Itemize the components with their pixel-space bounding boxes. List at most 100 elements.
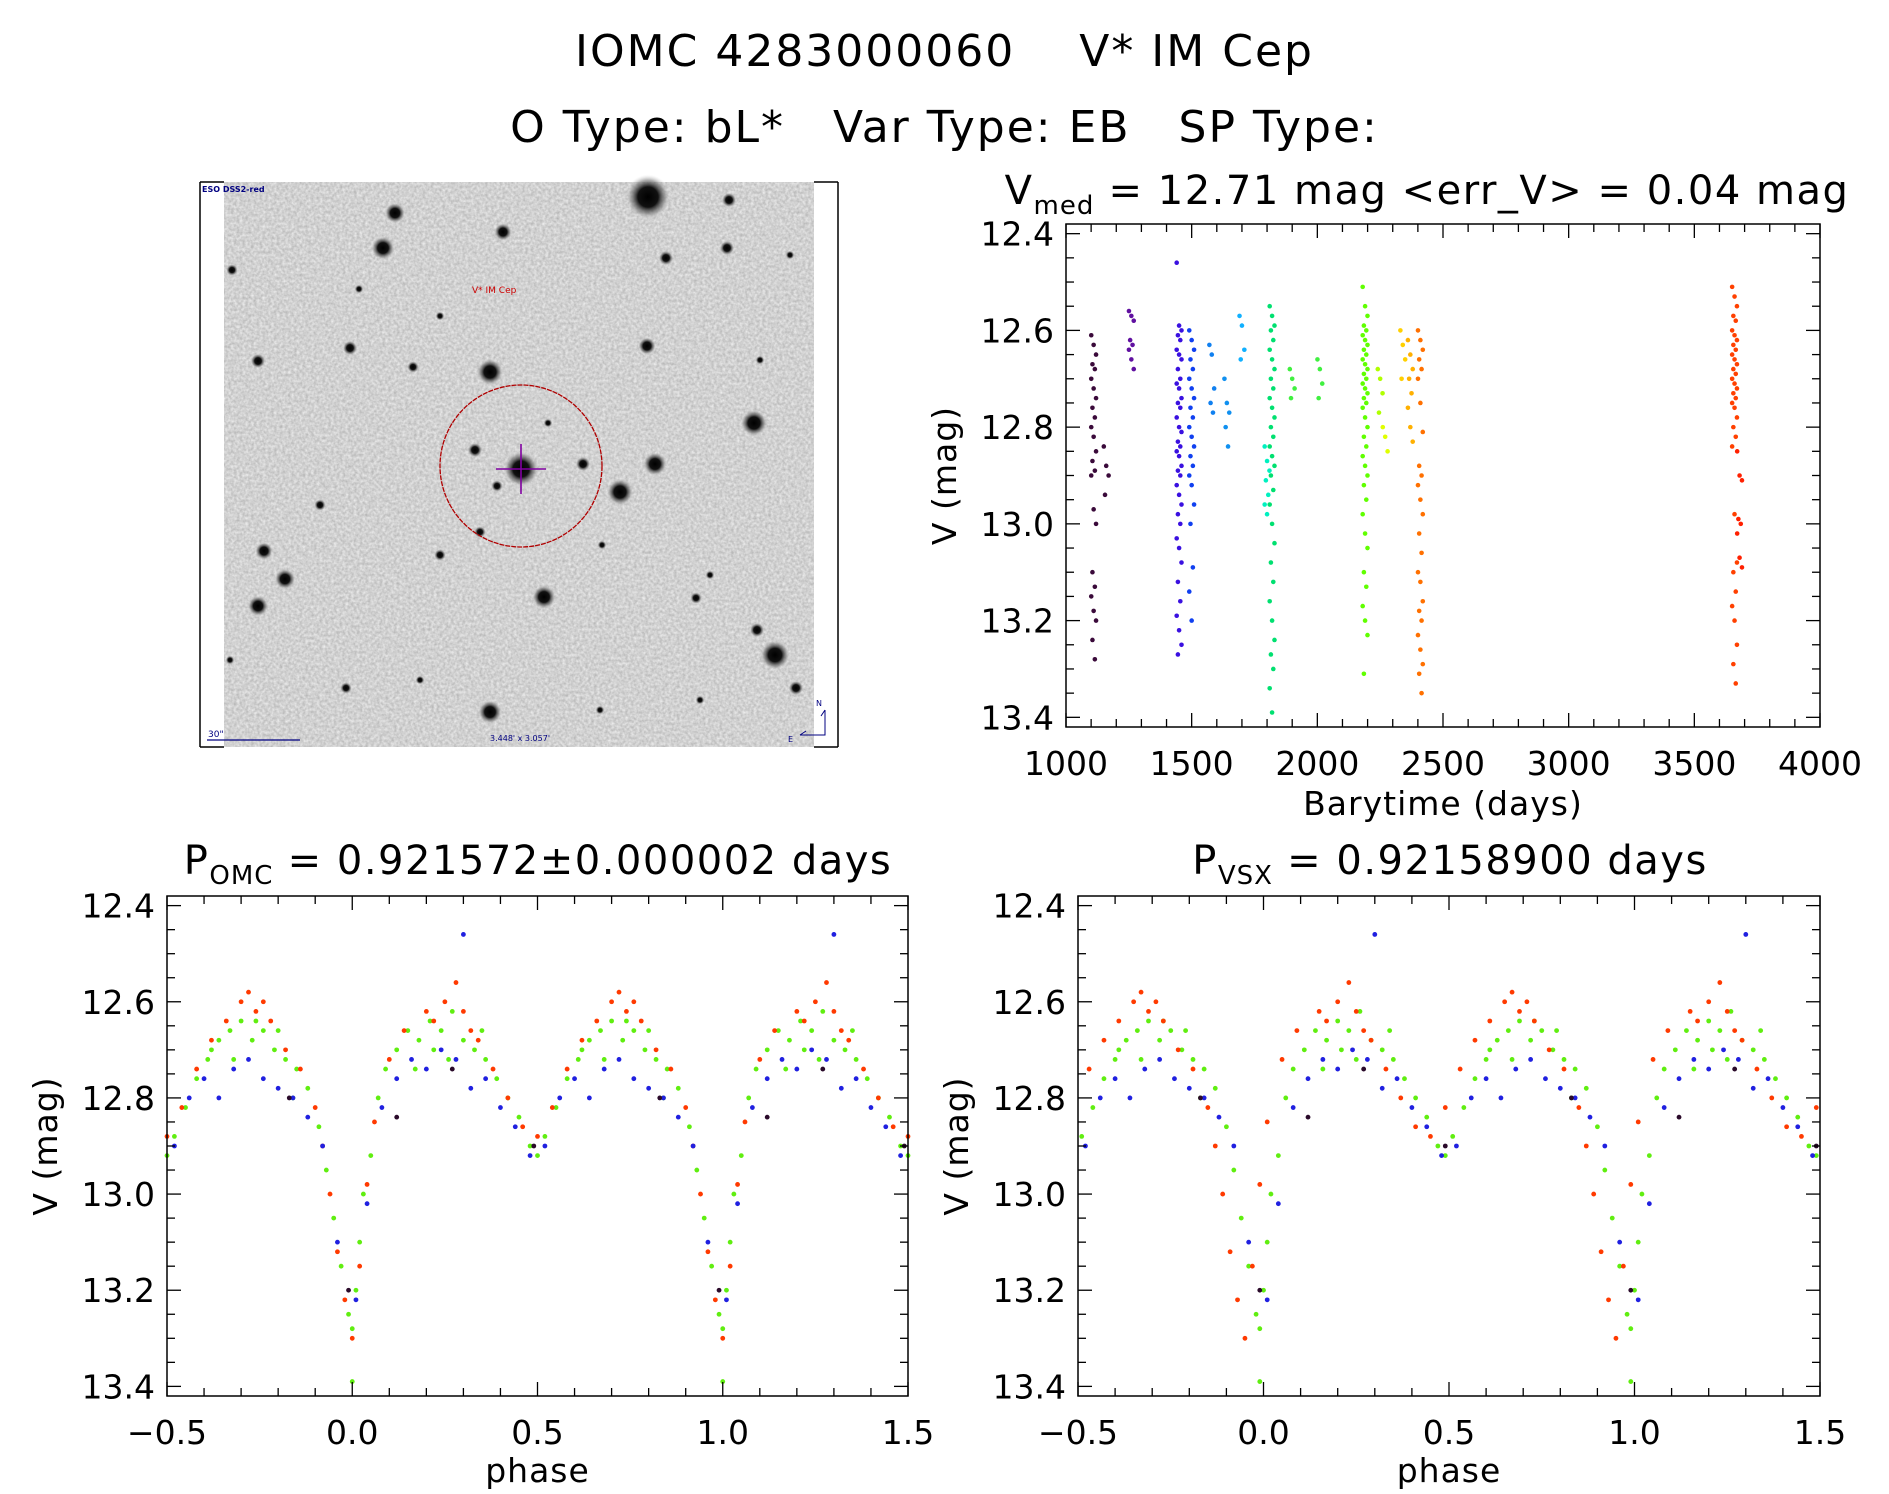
data-point: [1179, 463, 1184, 469]
data-point: [253, 1018, 259, 1024]
data-point: [494, 1076, 500, 1082]
data-point: [572, 1076, 577, 1082]
data-point: [394, 1114, 400, 1120]
data-point: [1176, 627, 1182, 633]
x-tick-label: 1000: [1024, 744, 1108, 783]
data-point: [1442, 1105, 1448, 1110]
data-point: [1157, 1057, 1163, 1062]
data-point: [1732, 294, 1737, 299]
data-point: [690, 1143, 696, 1149]
data-point: [1737, 555, 1742, 561]
data-point: [209, 1047, 214, 1053]
data-point: [1517, 1008, 1522, 1014]
data-point: [1587, 1114, 1593, 1120]
data-point: [1676, 1076, 1682, 1082]
data-point: [1398, 328, 1403, 333]
data-point: [338, 1263, 344, 1269]
data-point: [764, 1076, 770, 1082]
y-tick-label: 13.0: [981, 505, 1054, 544]
data-point: [738, 1153, 744, 1159]
data-point: [1424, 1114, 1430, 1120]
data-point: [1415, 632, 1421, 638]
omc-phase-title: POMC = 0.921572±0.000002 days: [184, 838, 893, 891]
data-point: [853, 1057, 859, 1062]
data-point: [883, 1124, 889, 1130]
data-point: [1335, 1066, 1341, 1072]
data-point: [1090, 1105, 1096, 1110]
data-point: [1101, 1037, 1107, 1043]
data-point: [1272, 366, 1277, 372]
y-tick-label: 13.4: [82, 1367, 155, 1406]
data-point: [1368, 1037, 1374, 1043]
data-point: [286, 1095, 292, 1101]
data-point: [1365, 366, 1370, 372]
data-point: [1126, 347, 1132, 353]
data-point: [1270, 487, 1276, 493]
data-point: [1267, 303, 1272, 309]
data-point: [1238, 357, 1244, 362]
data-point: [364, 1182, 370, 1187]
data-point: [442, 999, 448, 1005]
data-point: [1112, 1076, 1118, 1082]
data-point: [1602, 1143, 1608, 1149]
data-point: [1339, 1047, 1344, 1053]
data-point: [586, 1095, 592, 1101]
data-point: [724, 1287, 729, 1293]
data-point: [1090, 458, 1095, 464]
data-point: [831, 1008, 837, 1014]
data-point: [657, 1095, 663, 1101]
data-point: [801, 1018, 807, 1024]
data-point: [1419, 618, 1424, 623]
data-point: [1272, 637, 1277, 643]
data-point: [1734, 415, 1740, 420]
x-tick-label: 3500: [1652, 744, 1736, 783]
data-point: [1272, 463, 1277, 469]
data-point: [1360, 603, 1365, 609]
data-point: [701, 1215, 707, 1221]
data-point: [1127, 1095, 1133, 1101]
data-point: [601, 1066, 607, 1072]
data-point: [1418, 400, 1423, 406]
data-point: [446, 1057, 451, 1062]
data-point: [1235, 1297, 1240, 1303]
data-point: [1270, 434, 1276, 440]
data-point: [1750, 1085, 1756, 1091]
data-point: [483, 1076, 489, 1082]
data-point: [290, 1095, 296, 1101]
data-point: [1398, 1095, 1404, 1101]
data-point: [1419, 550, 1424, 556]
data-point: [1795, 1124, 1801, 1130]
data-point: [775, 1028, 781, 1034]
data-point: [1183, 1028, 1188, 1034]
data-point: [1363, 497, 1369, 502]
data-point: [1418, 579, 1423, 585]
data-point: [716, 1311, 722, 1317]
data-point: [1498, 1095, 1504, 1101]
data-point: [375, 1095, 381, 1101]
data-point: [549, 1105, 555, 1110]
data-point: [1238, 1215, 1244, 1221]
data-point: [620, 1037, 626, 1043]
data-point: [1379, 1047, 1385, 1053]
data-point: [1509, 989, 1515, 995]
data-point: [1091, 608, 1096, 614]
data-point: [275, 1028, 281, 1034]
data-point: [1363, 584, 1369, 590]
data-point: [720, 1335, 726, 1341]
data-point: [1635, 1119, 1641, 1125]
data-point: [705, 1239, 711, 1245]
axis-ticks: [1077, 896, 1821, 1396]
axis-ticks: [166, 896, 909, 1396]
data-point: [1257, 1379, 1263, 1384]
data-point: [831, 1037, 837, 1043]
data-point: [1270, 337, 1276, 343]
data-point: [1088, 376, 1094, 382]
x-tick-label: 0.0: [326, 1413, 378, 1452]
data-point: [1157, 1037, 1163, 1043]
data-point: [1088, 594, 1094, 599]
data-point: [1301, 1047, 1307, 1053]
data-point: [1405, 337, 1411, 343]
data-point: [1737, 473, 1742, 478]
data-point: [1346, 1028, 1352, 1034]
data-point: [542, 1143, 548, 1149]
